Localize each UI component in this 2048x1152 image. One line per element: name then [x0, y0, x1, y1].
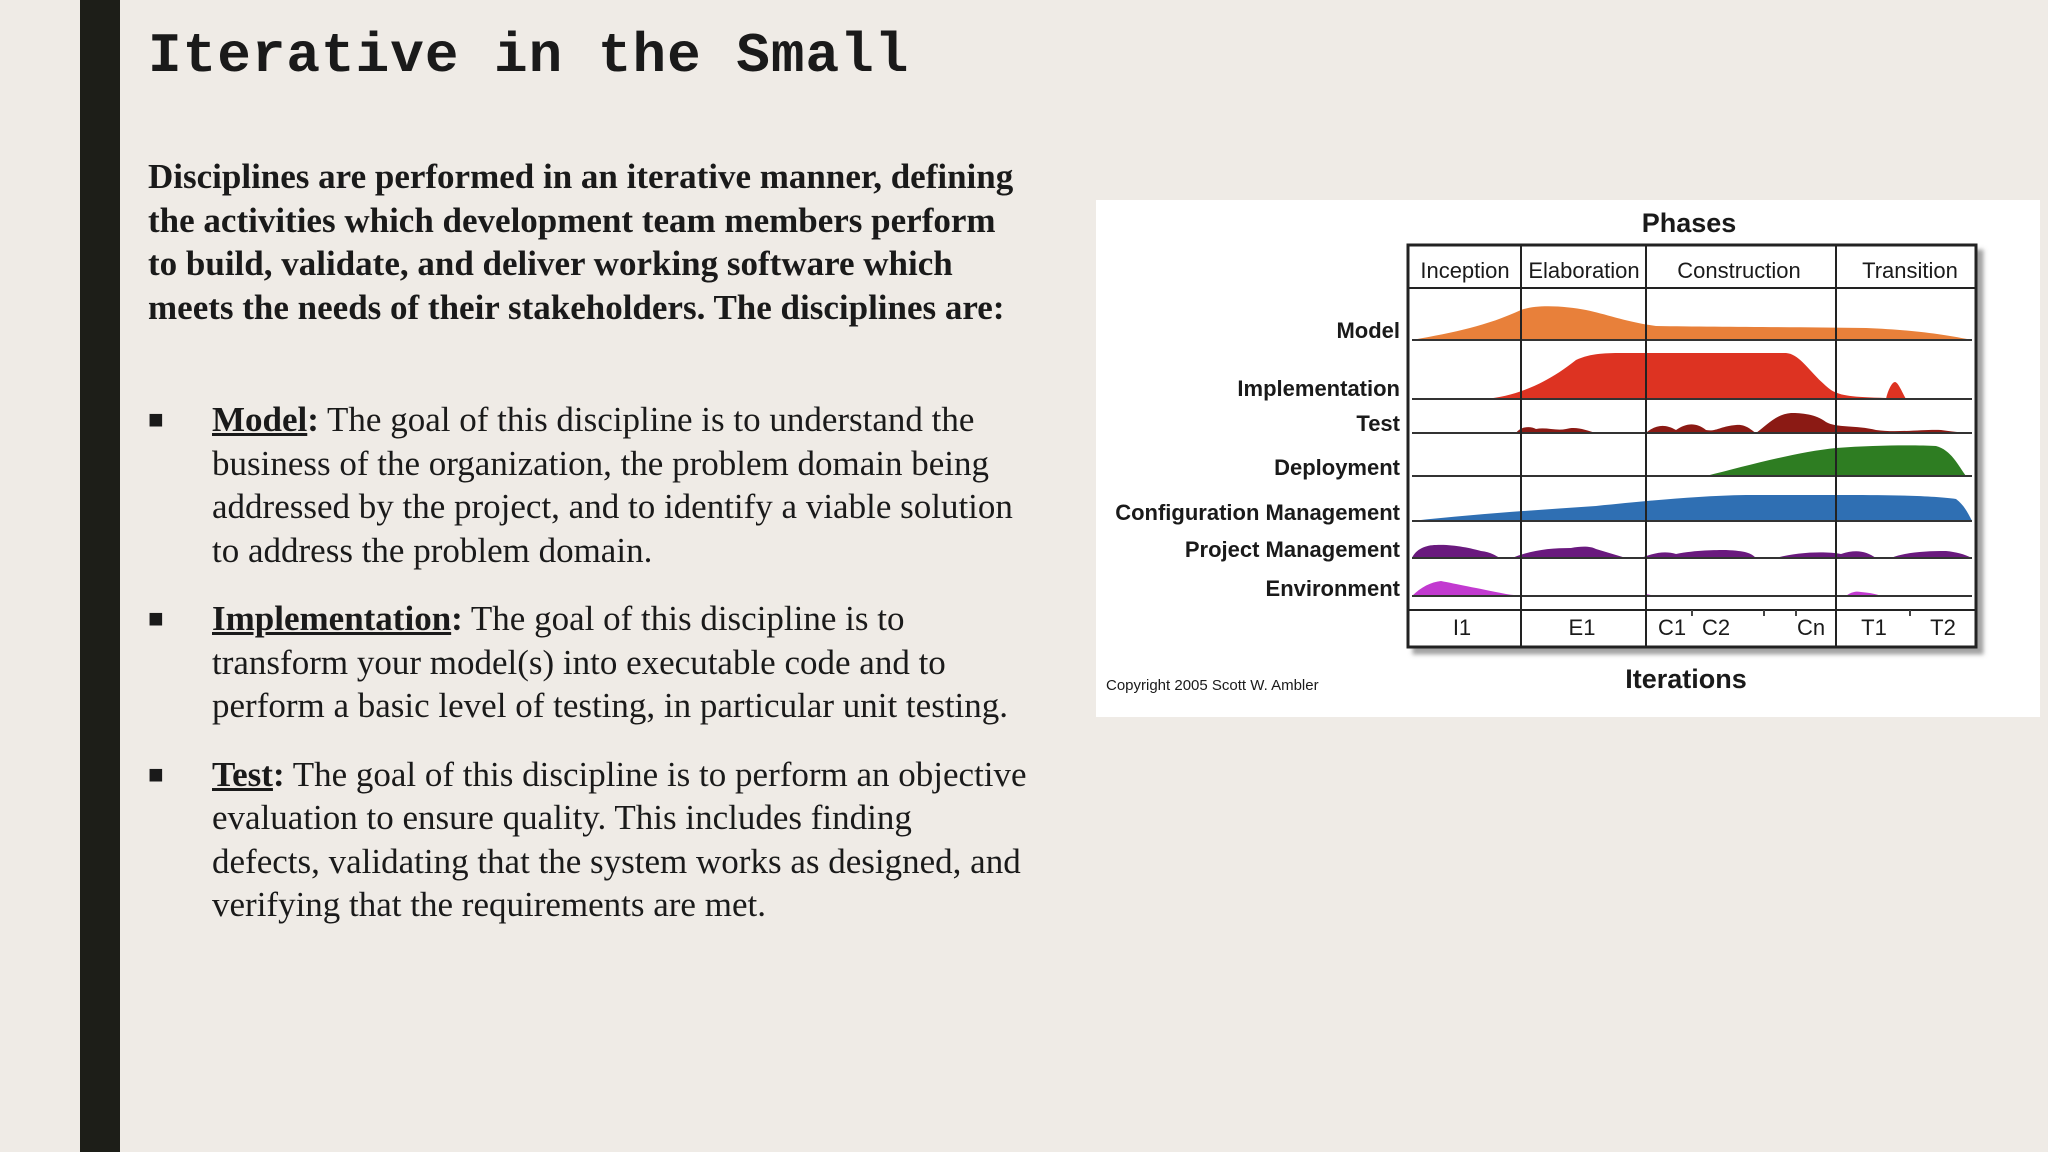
area-test: [1412, 413, 1972, 433]
list-item-model: ■ Model: The goal of this discipline is …: [148, 398, 1028, 572]
iteration-label-c2: C2: [1702, 615, 1730, 640]
discipline-label-environment: Environment: [1266, 576, 1401, 601]
discipline-list: ■ Model: The goal of this discipline is …: [148, 398, 1028, 952]
area-configuration: [1412, 495, 1972, 521]
iteration-label-cn: Cn: [1797, 615, 1825, 640]
discipline-baselines: [1412, 339, 1972, 597]
discipline-label-deployment: Deployment: [1274, 455, 1401, 480]
term-implementation: Implementation: [212, 599, 452, 638]
description-test: The goal of this discipline is to perfor…: [212, 754, 1027, 925]
discipline-label-model: Model: [1336, 318, 1400, 343]
iteration-label-i1: I1: [1453, 615, 1471, 640]
area-deployment: [1412, 445, 1966, 476]
iteration-label-e1: E1: [1569, 615, 1596, 640]
iteration-ticks: [1691, 610, 1911, 616]
agile-disciplines-diagram: Phases Inception Elaboration Constructio…: [1096, 200, 2040, 717]
diagram-title: Phases: [1642, 208, 1737, 238]
area-project: [1412, 544, 1972, 558]
intro-paragraph: Disciplines are performed in an iterativ…: [148, 157, 1014, 327]
copyright-text: Copyright 2005 Scott W. Ambler: [1106, 677, 1319, 694]
list-item-test: ■ Test: The goal of this discipline is t…: [148, 753, 1028, 927]
phase-label-elaboration: Elaboration: [1528, 258, 1639, 283]
discipline-label-test: Test: [1356, 411, 1400, 436]
term-model: Model: [212, 400, 308, 439]
discipline-label-implementation: Implementation: [1237, 376, 1400, 401]
term-colon: :: [307, 400, 319, 439]
phase-separators: [1520, 245, 1837, 647]
slide-title: Iterative in the Small: [148, 24, 910, 88]
iteration-label-t1: T1: [1861, 615, 1887, 640]
discipline-label-project: Project Management: [1185, 537, 1401, 562]
diagram-svg: Phases Inception Elaboration Constructio…: [1106, 208, 1978, 694]
phase-label-construction: Construction: [1677, 258, 1801, 283]
phase-label-inception: Inception: [1420, 258, 1509, 283]
description-implementation: The goal of this discipline is to transf…: [212, 599, 1009, 725]
term-colon: :: [272, 754, 285, 794]
area-model: [1412, 306, 1972, 340]
iterations-axis-label: Iterations: [1625, 664, 1747, 694]
phase-label-transition: Transition: [1862, 258, 1958, 283]
left-accent-bar: [80, 0, 120, 1152]
term-colon: :: [451, 599, 463, 638]
term-test: Test: [212, 754, 273, 794]
list-item-implementation: ■ Implementation: The goal of this disci…: [148, 597, 1028, 728]
bullet-square-icon: ■: [148, 604, 164, 633]
area-environment: [1412, 581, 1881, 596]
description-model: The goal of this discipline is to unders…: [212, 400, 1013, 570]
bullet-square-icon: ■: [148, 759, 164, 789]
discipline-label-configuration: Configuration Management: [1115, 500, 1400, 525]
area-implementation-blip: [1886, 382, 1906, 399]
iteration-label-t2: T2: [1930, 615, 1956, 640]
area-implementation: [1412, 353, 1972, 399]
iteration-label-c1: C1: [1658, 615, 1686, 640]
bullet-square-icon: ■: [148, 405, 164, 434]
